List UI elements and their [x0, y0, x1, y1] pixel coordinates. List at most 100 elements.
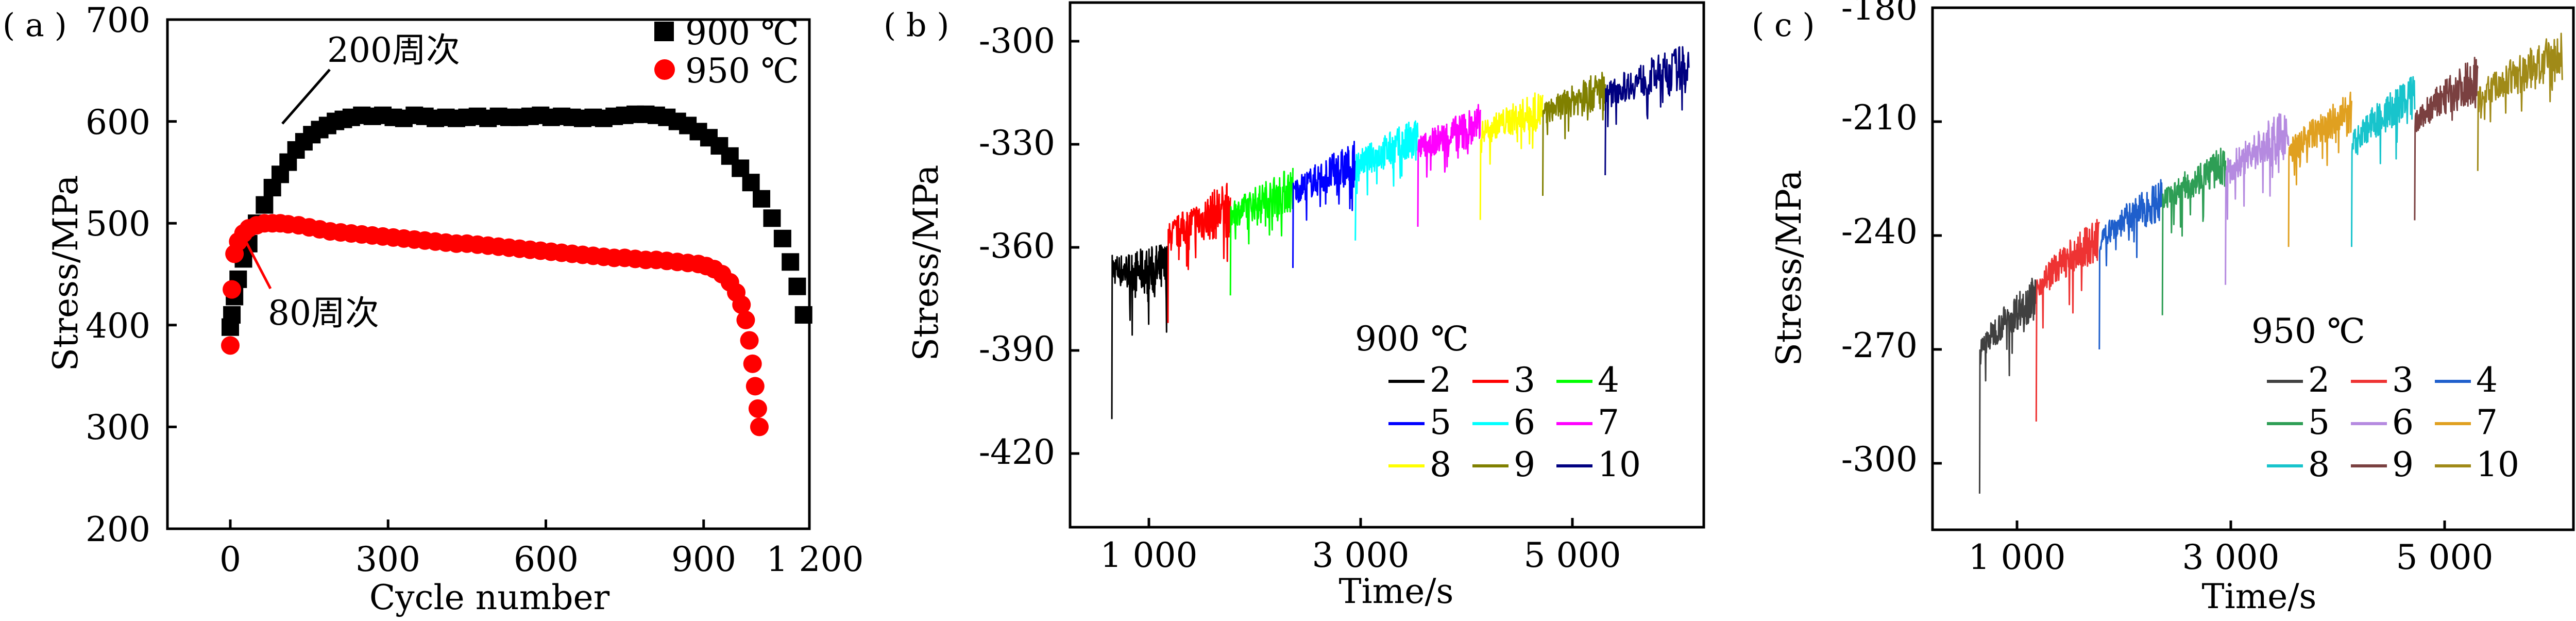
annotation-80-arrow: [245, 241, 272, 290]
panel-c-legend: 950 ℃ 2 3 4 5 6 7 8 9 10: [2251, 311, 2519, 484]
series-line-cycle-10: [2477, 32, 2563, 171]
panel-c: ( c ) -180 -210 -240 -270 -300 1 000 3 0…: [1752, 0, 2575, 616]
series-line-cycle-7: [1417, 104, 1481, 227]
annotation-200-arrow: [281, 69, 331, 125]
panel-b-ytick-m420: -420: [979, 432, 1055, 472]
panel-a-marks: [221, 105, 812, 437]
legend-label-950: 950 ℃: [685, 51, 799, 91]
data-point-950: [748, 399, 767, 418]
panel-b-xtick-3000: 3 000: [1312, 535, 1410, 575]
panel-c-marks: [1978, 32, 2563, 494]
panel-b-ticks: [1070, 40, 1574, 527]
panel-c-y-axis-title: Stress/MPa: [1769, 170, 1809, 366]
panel-a-ytick-200: 200: [86, 510, 150, 549]
series-line-cycle-5: [1292, 141, 1357, 268]
panel-a-annotations: 200周次 80周次: [245, 30, 460, 333]
panel-a-xtick-900: 900: [671, 540, 736, 579]
panel-c-ticks: [1933, 6, 2446, 530]
panel-c-label: ( c ): [1752, 6, 1815, 44]
panel-a-ytick-300: 300: [86, 408, 150, 447]
panel-a-xtick-600: 600: [514, 540, 579, 579]
legend-label-cycle-10: 10: [2476, 445, 2519, 484]
series-line-cycle-6: [1354, 120, 1419, 241]
series-line-cycle-4: [2098, 179, 2163, 350]
panel-c-xtick-1000: 1 000: [1969, 538, 2066, 577]
legend-label-cycle-7: 7: [1598, 402, 1619, 442]
legend-label-cycle-6: 6: [2392, 402, 2414, 442]
panel-b-marks: [1111, 46, 1690, 419]
data-point-950: [736, 310, 755, 329]
data-point-900: [773, 229, 791, 247]
panel-c-ytick-m210: -210: [1841, 98, 1918, 138]
panel-c-ytick-m300: -300: [1841, 440, 1918, 479]
legend-label-cycle-7: 7: [2476, 402, 2498, 442]
panel-a-ticks: [167, 18, 705, 530]
data-point-950: [750, 417, 769, 437]
data-point-900: [753, 190, 771, 208]
panel-c-ytick-m270: -270: [1841, 326, 1918, 365]
series-line-cycle-5: [2161, 147, 2227, 315]
panel-b-label: ( b ): [884, 6, 949, 44]
data-point-900: [794, 306, 812, 324]
legend-label-cycle-9: 9: [1514, 445, 1535, 484]
data-point-950: [745, 377, 765, 396]
series-line-cycle-10: [1604, 46, 1690, 176]
panel-c-xtick-5000: 5 000: [2396, 538, 2494, 577]
legend-label-cycle-5: 5: [2308, 402, 2330, 442]
panel-b-legend: 900 ℃ 2 3 4 5 6 7 8 9 10: [1355, 319, 1641, 484]
panel-b-plot-frame: [1069, 1, 1705, 529]
data-point-900: [256, 196, 274, 214]
legend-label-cycle-5: 5: [1430, 402, 1451, 442]
legend-label-cycle-2: 2: [2308, 360, 2330, 400]
series-line-cycle-3: [1167, 182, 1231, 323]
legend-label-cycle-3: 3: [1514, 360, 1535, 400]
panel-a-plot-frame: [166, 18, 811, 530]
legend-label-cycle-3: 3: [2392, 360, 2414, 400]
series-line-cycle-9: [2414, 57, 2479, 221]
annotation-200-label: 200周次: [327, 30, 460, 70]
panel-a: ( a ) 700 600 500 400 300 200 0 300 600 …: [3, 1, 863, 617]
panel-c-ytick-m240: -240: [1841, 212, 1918, 251]
panel-a-x-axis-title: Cycle number: [369, 578, 610, 617]
series-line-cycle-2: [1978, 277, 2037, 494]
data-point-900: [763, 209, 781, 227]
panel-a-label: ( a ): [3, 6, 67, 44]
legend-swatch-900: [654, 22, 674, 41]
data-point-900: [223, 306, 241, 324]
panel-b-ytick-m300: -300: [979, 21, 1055, 61]
data-point-950: [223, 280, 242, 299]
panel-b-legend-title: 900 ℃: [1355, 319, 1469, 359]
legend-label-cycle-8: 8: [1430, 445, 1451, 484]
panel-a-xtick-1200: 1 200: [767, 540, 864, 579]
panel-a-y-axis-title: Stress/MPa: [46, 175, 86, 372]
series-line-cycle-4: [1229, 167, 1294, 296]
panel-c-xtick-3000: 3 000: [2182, 538, 2280, 577]
legend-label-cycle-6: 6: [1514, 402, 1535, 442]
data-point-950: [221, 336, 240, 355]
panel-c-legend-entries: 2 3 4 5 6 7 8 9 10: [2267, 360, 2519, 484]
series-line-cycle-2: [1111, 244, 1169, 419]
legend-label-cycle-8: 8: [2308, 445, 2330, 484]
legend-swatch-950: [654, 59, 675, 80]
data-point-950: [743, 354, 762, 373]
panel-a-ytick-700: 700: [86, 1, 150, 40]
panel-a-xtick-300: 300: [355, 540, 420, 579]
data-point-950: [732, 295, 751, 314]
series-line-cycle-6: [2225, 113, 2290, 285]
panel-a-ytick-600: 600: [86, 103, 150, 142]
panel-a-xtick-0: 0: [219, 540, 241, 579]
panel-b: ( b ) -300 -330 -360 -390 -420 1 000 3 0…: [884, 1, 1705, 611]
panel-c-x-axis-title: Time/s: [2202, 577, 2317, 616]
panel-b-y-axis-title: Stress/MPa: [906, 165, 946, 361]
panel-c-plot-frame: [1931, 6, 2575, 531]
panel-a-legend: 900 ℃ 950 ℃: [654, 13, 799, 91]
panel-b-xtick-1000: 1 000: [1100, 535, 1198, 575]
panel-c-legend-title: 950 ℃: [2251, 311, 2365, 351]
series-line-cycle-3: [2035, 219, 2100, 422]
panel-a-ytick-400: 400: [86, 306, 150, 346]
data-point-900: [788, 277, 806, 295]
panel-c-ytick-m180: -180: [1841, 0, 1918, 28]
legend-label-900: 900 ℃: [685, 13, 799, 53]
legend-label-cycle-4: 4: [2476, 360, 2498, 400]
series-line-cycle-7: [2287, 91, 2352, 247]
